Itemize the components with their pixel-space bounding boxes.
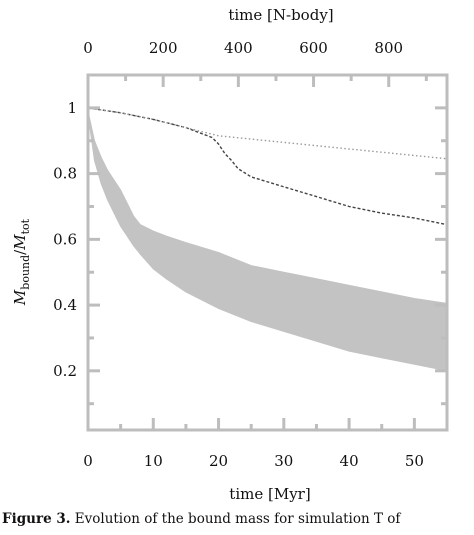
x2-tick-label: 400	[224, 39, 253, 57]
plot-data	[88, 107, 447, 372]
x2-axis-title: time [N-body]	[228, 6, 333, 24]
x2-tick-label: 200	[149, 39, 178, 57]
x2-tick-label: 600	[299, 39, 328, 57]
y-tick-label: 1	[67, 99, 77, 117]
series-band	[88, 111, 447, 372]
y-tick-label: 0.4	[53, 296, 77, 314]
tick-labels: 0 10 20 30 40 50 0 200 400 600 800 0.2 0.4 0.6 0.8 1	[53, 39, 424, 470]
x-tick-label: 20	[209, 452, 228, 470]
caption-label: Figure 3.	[2, 511, 71, 527]
figure-caption: Figure 3. Evolution of the bound mass fo…	[2, 511, 474, 535]
axis-ticks	[86, 73, 447, 430]
caption-text: Evolution of the bound mass for simulati…	[74, 511, 401, 527]
x2-tick-label: 0	[83, 39, 93, 57]
x-tick-label: 40	[340, 452, 359, 470]
x-tick-label: 0	[83, 452, 93, 470]
y-tick-label: 0.2	[53, 362, 77, 380]
x-axis-title: time [Myr]	[229, 485, 310, 503]
y-tick-label: 0.8	[53, 165, 77, 183]
series-line-dotted	[88, 107, 447, 160]
x-tick-label: 50	[405, 452, 424, 470]
series-line-dashed	[88, 107, 447, 226]
plot-frame	[86, 73, 449, 432]
y-tick-label: 0.6	[53, 230, 77, 248]
x2-tick-label: 800	[374, 39, 403, 57]
x-tick-label: 30	[274, 452, 293, 470]
x-tick-label: 10	[144, 452, 163, 470]
y-axis-title: Mbound​/Mtot​	[11, 218, 32, 306]
